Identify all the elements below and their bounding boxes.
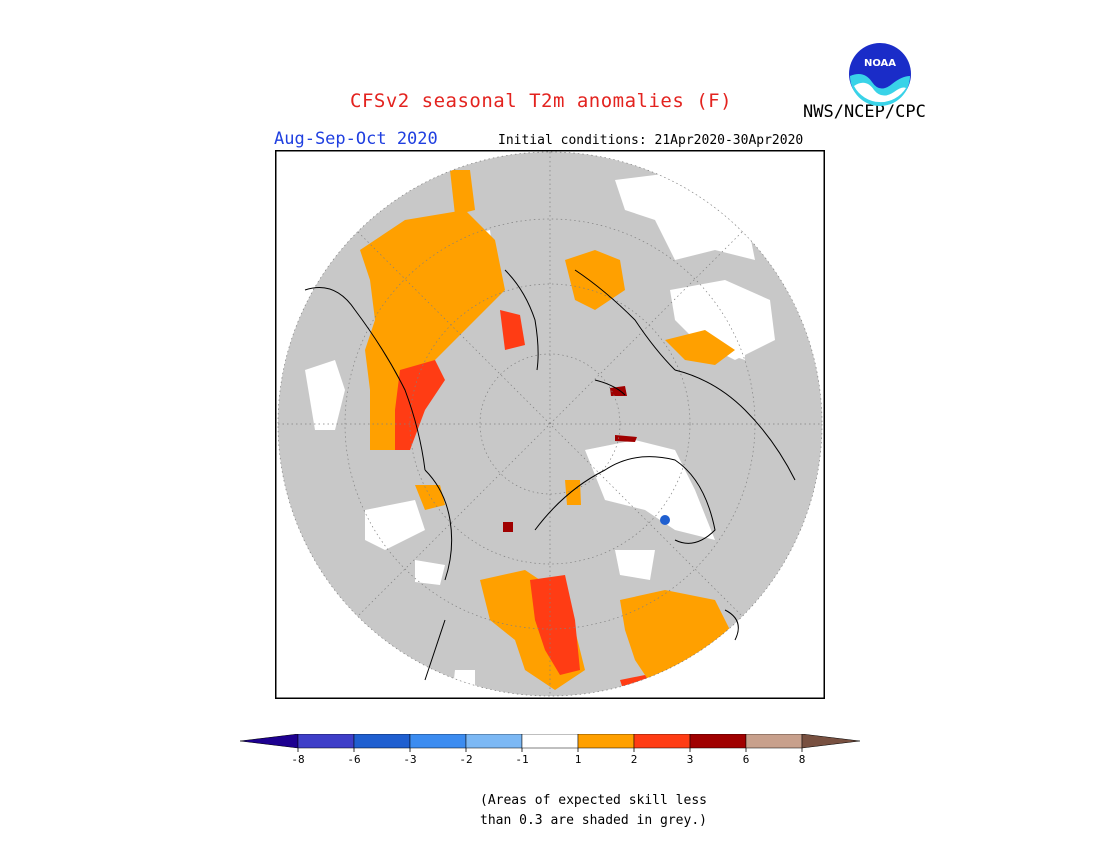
anomaly-map [275,150,825,699]
skill-note: (Areas of expected skill less than 0.3 a… [480,791,707,831]
colorbar-tick-label-9: 8 [799,753,806,766]
colorbar-swatch-0 [240,734,299,749]
logo-text: NOAA [864,58,896,69]
colorbar-swatch-9 [745,734,803,749]
coastlines [304,269,796,681]
colorbar-tick-label-8: 6 [743,753,750,766]
map-frame [275,150,825,699]
colorbar-labels: -8 -6 -3 -2 -1 1 2 3 6 8 [291,748,805,766]
colorbar-swatch-6 [577,734,635,749]
warm-regions-3-6 [503,386,637,532]
cool-spot [660,515,670,525]
colorbar-tick-label-6: 2 [631,753,638,766]
colorbar-tick-label-0: -8 [291,753,304,766]
colorbar-tick-label-7: 3 [687,753,694,766]
colorbar-swatch-5 [521,734,579,749]
colorbar: -8 -6 -3 -2 -1 1 2 3 6 8 [240,734,861,766]
skill-note-line-2: than 0.3 are shaded in grey.) [480,813,707,828]
colorbar-swatch-10 [801,734,861,749]
colorbar-swatch-4 [465,734,523,749]
colorbar-tick-label-1: -6 [347,753,360,766]
skill-note-line-1: (Areas of expected skill less [480,793,707,808]
warm-regions-1-2 [360,170,735,690]
colorbar-swatch-2 [353,734,411,749]
noaa-logo: NOAA [849,43,911,106]
colorbar-tick-label-3: -2 [459,753,472,766]
anomaly-fields [305,170,775,695]
agency-label: NWS/NCEP/CPC [803,102,926,122]
colorbar-swatch-3 [409,734,467,749]
colorbar-tick-label-4: -1 [515,753,528,766]
chart-title: CFSv2 seasonal T2m anomalies (F) [350,90,733,112]
season-label: Aug-Sep-Oct 2020 [274,129,438,149]
colorbar-tick-label-2: -3 [403,753,416,766]
colorbar-swatches [240,734,861,749]
colorbar-swatch-7 [633,734,691,749]
colorbar-tick-label-5: 1 [575,753,582,766]
colorbar-swatch-8 [689,734,747,749]
colorbar-swatch-1 [297,734,355,749]
initial-conditions-label: Initial conditions: 21Apr2020-30Apr2020 [498,133,804,148]
graticule [277,151,823,697]
